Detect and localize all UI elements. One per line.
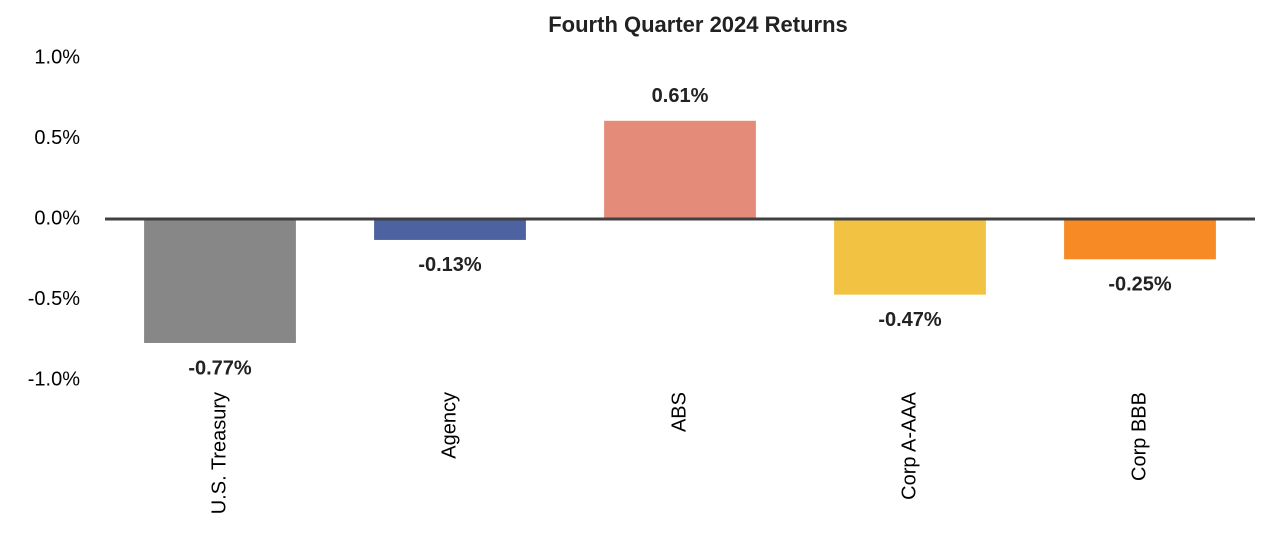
data-label: -0.47%	[878, 309, 942, 331]
y-tick-label: -0.5%	[28, 288, 80, 310]
chart-title: Fourth Quarter 2024 Returns	[548, 12, 848, 37]
x-tick-label: ABS	[668, 392, 690, 432]
x-tick-label: U.S. Treasury	[208, 392, 230, 514]
data-label: 0.61%	[652, 85, 709, 107]
data-label: -0.25%	[1108, 274, 1172, 296]
data-label: -0.77%	[188, 357, 252, 379]
bar	[144, 219, 296, 343]
bar	[1064, 219, 1216, 260]
bar	[834, 219, 986, 295]
bar	[374, 219, 526, 240]
x-tick-label: Agency	[438, 392, 460, 459]
x-tick-label: Corp BBB	[1128, 392, 1150, 481]
y-tick-label: 1.0%	[34, 46, 80, 68]
bar	[604, 120, 756, 219]
x-tick-label: Corp A-AAA	[898, 391, 920, 499]
data-label: -0.13%	[418, 254, 482, 276]
y-tick-label: -1.0%	[28, 368, 80, 390]
y-tick-label: 0.5%	[34, 127, 80, 149]
y-tick-label: 0.0%	[34, 207, 80, 229]
